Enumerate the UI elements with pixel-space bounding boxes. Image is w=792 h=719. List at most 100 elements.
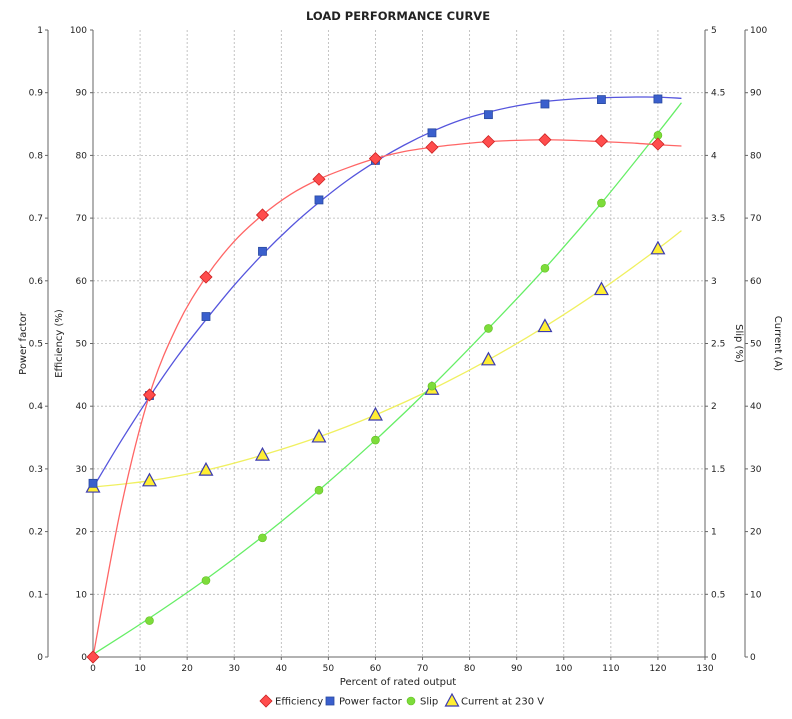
x-tick-label: 30 (229, 664, 241, 674)
current-at-230-v-point (198, 461, 214, 476)
efficiency-point (651, 137, 665, 151)
slip-point (145, 616, 154, 625)
legend-current-at-230-v-swatch (444, 692, 460, 707)
legend: Efficiency Power factor Slip Current at 230… (259, 692, 544, 708)
power-factor-point (314, 195, 324, 205)
slip-point (371, 435, 380, 445)
power-factor-point (540, 99, 550, 109)
axes: 0 10 20 30 40 50 60 70 80 90 100 110 120 13000.10.20.… (18, 26, 783, 674)
power-factor-point (258, 246, 267, 256)
legend-slip-label: Slip (420, 697, 438, 708)
pf-tick-label: 0.7 (29, 214, 43, 224)
power-factor-curve (92, 96, 682, 489)
x-axis-label: Percent of rated output (340, 677, 457, 688)
eff-axis-title: Efficiency (%) (54, 309, 65, 378)
pf-axis-title: Power factor (18, 311, 29, 375)
x-tick-label: 110 (602, 664, 619, 674)
slip-axis-title: Slip (%) (733, 324, 744, 363)
legend-efficiency-swatch (259, 694, 273, 708)
gridlines (93, 30, 705, 657)
current-at-230-v-point (537, 318, 553, 333)
slip-curve (92, 102, 682, 656)
x-tick-label: 100 (555, 664, 572, 674)
x-tick-label: 90 (511, 664, 523, 674)
pf-tick-label: 0.8 (29, 151, 44, 161)
power-factor-point (653, 94, 663, 104)
slip-point (314, 485, 324, 495)
legend-power-factor-label: Power factor (339, 697, 403, 708)
pf-tick-label: 1 (37, 26, 43, 36)
pf-tick-label: 0.3 (29, 465, 43, 475)
efficiency-point (425, 140, 439, 154)
eff-tick-label: 60 (76, 277, 88, 287)
slip-point (484, 324, 493, 333)
x-tick-label: 0 (90, 664, 96, 674)
slip-point (427, 381, 437, 391)
x-tick-label: 20 (181, 664, 193, 674)
legend-item-efficiency: Efficiency (259, 694, 323, 708)
cur-tick-label: 20 (750, 528, 762, 538)
current-at-230-v-curve (92, 230, 682, 488)
cur-tick-label: 80 (750, 151, 762, 161)
cur-tick-label: 70 (750, 214, 762, 224)
legend-item-power-factor: Power factor (325, 696, 403, 708)
pf-tick-label: 0 (37, 653, 43, 663)
pf-tick-label: 0.6 (29, 277, 44, 287)
current-at-230-v-point (593, 281, 609, 296)
eff-tick-label: 50 (76, 340, 88, 350)
slip-tick-label: 5 (711, 26, 717, 36)
current-at-230-v-point (141, 472, 157, 487)
slip-point (201, 576, 211, 585)
current-at-230-v-point (480, 351, 496, 366)
slip-tick-label: 3.5 (711, 214, 725, 224)
chart-title: LOAD PERFORMANCE CURVE (306, 9, 490, 23)
eff-tick-label: 30 (76, 465, 88, 475)
pf-tick-label: 0.2 (29, 528, 43, 538)
power-factor-point (484, 110, 493, 120)
cur-tick-label: 60 (750, 277, 762, 287)
slip-point (597, 198, 606, 208)
efficiency-point (368, 151, 383, 166)
eff-tick-label: 40 (76, 402, 88, 412)
slip-tick-label: 2 (711, 402, 717, 412)
slip-tick-label: 3 (711, 277, 717, 287)
legend-slip-swatch (406, 696, 416, 706)
slip-tick-label: 4 (711, 151, 717, 161)
efficiency-point (538, 133, 552, 147)
series-markers (85, 94, 666, 664)
cur-axis-title: Current (A) (772, 316, 783, 371)
efficiency-point (594, 134, 608, 148)
slip-tick-label: 0 (711, 653, 717, 663)
eff-tick-label: 80 (76, 151, 88, 161)
eff-tick-label: 0 (81, 653, 87, 663)
cur-tick-label: 90 (750, 89, 762, 99)
slip-tick-label: 1 (711, 528, 717, 538)
slip-point (258, 533, 267, 543)
x-tick-label: 130 (696, 664, 713, 674)
efficiency-curve (92, 139, 682, 658)
pf-tick-label: 0.4 (29, 402, 44, 412)
eff-tick-label: 10 (76, 590, 88, 600)
power-factor-point (597, 95, 606, 104)
slip-tick-label: 2.5 (711, 340, 725, 350)
efficiency-point (199, 270, 213, 284)
legend-power-factor-swatch (325, 696, 335, 706)
power-factor-point (88, 478, 98, 488)
efficiency-point (255, 208, 270, 222)
efficiency-point (86, 650, 100, 664)
efficiency-markers (86, 133, 665, 664)
series-curves (92, 96, 682, 658)
cur-tick-label: 10 (750, 590, 762, 600)
slip-tick-label: 4.5 (711, 89, 725, 99)
cur-tick-label: 100 (750, 26, 767, 36)
cur-tick-label: 50 (750, 340, 762, 350)
slip-tick-label: 1.5 (711, 465, 725, 475)
x-tick-label: 70 (417, 664, 429, 674)
slip-point (540, 263, 550, 273)
efficiency-point (481, 135, 496, 149)
legend-item-current-at-230-v: Current at 230 V (444, 692, 544, 708)
cur-tick-label: 40 (750, 402, 762, 412)
current-at-230-v-point (367, 406, 383, 421)
